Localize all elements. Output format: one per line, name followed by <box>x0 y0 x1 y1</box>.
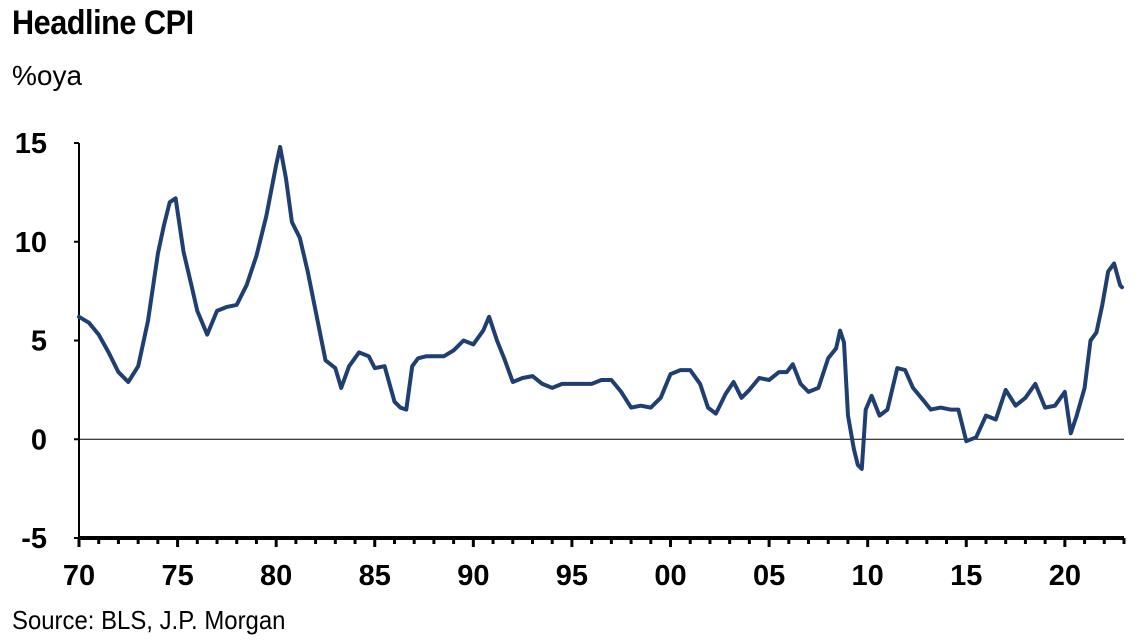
x-tick-label: 05 <box>753 560 785 592</box>
x-tick-label: 90 <box>457 560 489 592</box>
chart-subtitle: %oya <box>12 60 83 91</box>
x-tick-label: 85 <box>359 560 391 592</box>
x-axis-minor-ticks <box>77 538 1126 547</box>
x-tick-label: 15 <box>950 560 982 592</box>
chart-title: Headline CPI <box>12 4 194 42</box>
x-tick-label: 20 <box>1049 560 1081 592</box>
y-tick-label: 0 <box>31 424 47 456</box>
y-tick-label: 5 <box>31 326 47 358</box>
x-tick-label: 95 <box>556 560 588 592</box>
x-tick-label: 70 <box>63 560 95 592</box>
y-axis-tick-labels: 15 10 5 0 -5 <box>15 128 79 555</box>
x-axis-tick-labels: 70 75 80 85 90 95 00 05 10 15 20 <box>63 560 1081 592</box>
cpi-line-chart: 15 10 5 0 -5 70 75 80 85 90 95 00 05 10 15 20 <box>15 128 1126 592</box>
x-tick-label: 75 <box>161 560 193 592</box>
source-note: Source: BLS, J.P. Morgan <box>12 605 286 635</box>
x-tick-label: 10 <box>852 560 884 592</box>
y-tick-label: -5 <box>21 523 47 555</box>
cpi-series-line <box>77 144 1124 471</box>
y-tick-label: 15 <box>15 128 47 160</box>
x-tick-label: 80 <box>260 560 292 592</box>
x-tick-label: 00 <box>654 560 686 592</box>
y-tick-label: 10 <box>15 227 47 259</box>
